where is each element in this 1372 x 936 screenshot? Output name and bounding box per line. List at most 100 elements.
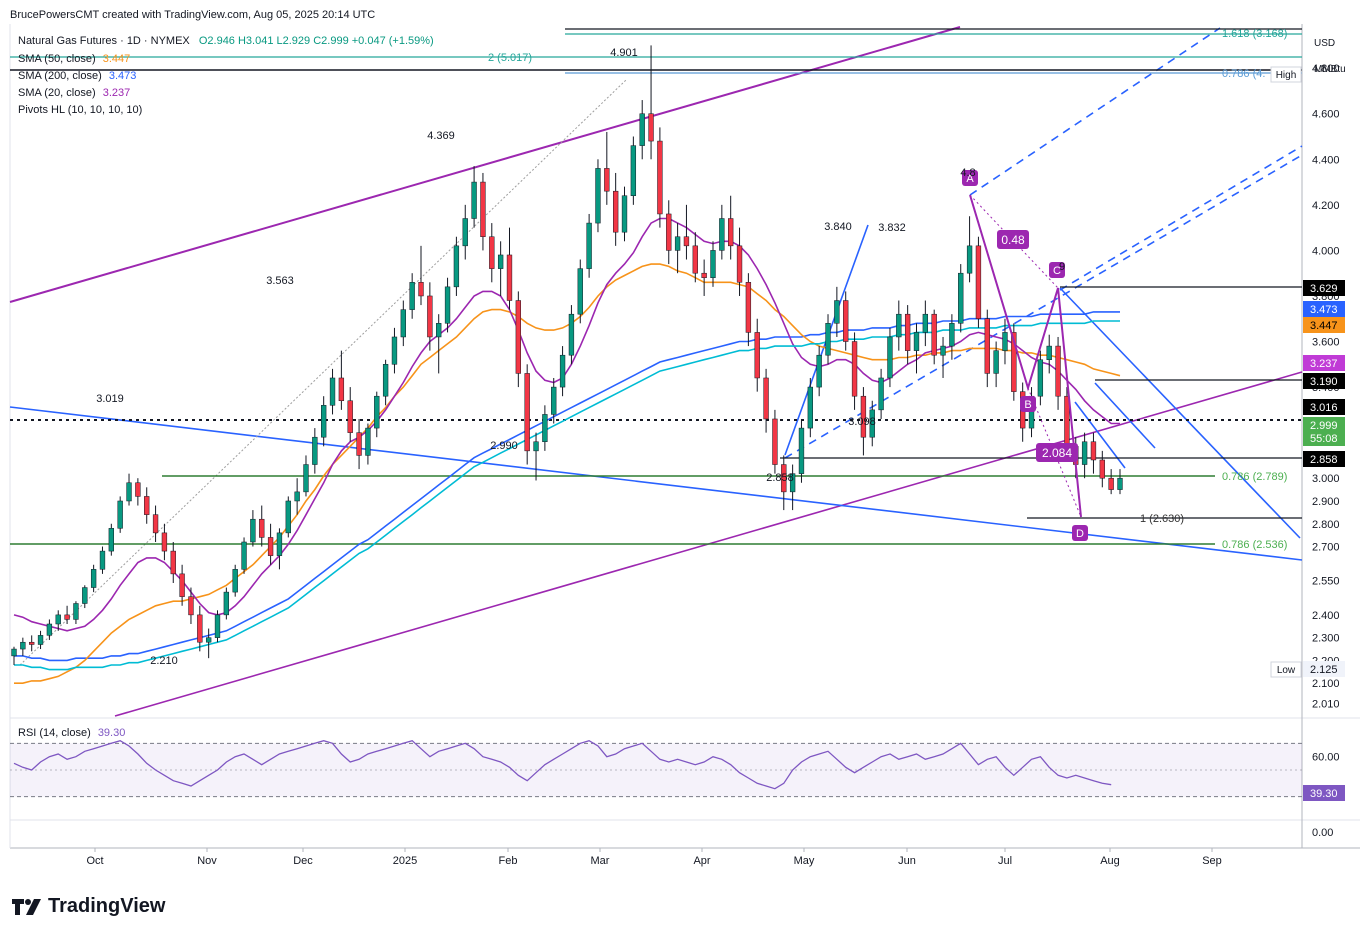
candle-body	[781, 464, 787, 493]
rsi-legend[interactable]: RSI (14, close) 39.30	[18, 727, 125, 739]
time-tick-label: Nov	[197, 855, 217, 867]
candle-body	[621, 195, 628, 233]
price-axis-tag-label: 3.016	[1310, 402, 1338, 414]
symbol-title[interactable]: Natural Gas Futures · 1D · NYMEX	[18, 35, 190, 47]
rsi-line	[13, 739, 1112, 790]
high-label: High	[1276, 70, 1297, 81]
legend-sma200[interactable]: SMA (200, close) 3.473	[18, 70, 136, 82]
candle-body	[949, 323, 955, 347]
legend-sma50[interactable]: SMA (50, close) 3.447	[18, 53, 130, 65]
candle-body	[1046, 345, 1052, 360]
candle-body	[46, 623, 53, 636]
candle-body	[798, 427, 805, 474]
candle-body	[347, 400, 353, 433]
candle-body	[701, 272, 707, 278]
candle-body	[436, 323, 442, 338]
tradingview-logo-icon	[12, 898, 41, 915]
price-axis-tag	[1303, 280, 1345, 296]
candle-body	[559, 354, 566, 388]
candle-body	[356, 432, 362, 456]
price-tick-label: 2.100	[1312, 678, 1340, 690]
candle-body	[90, 569, 97, 588]
candle-body	[639, 113, 645, 146]
candle-body	[851, 341, 858, 397]
candle-body	[745, 282, 752, 333]
harmonic-point-label: A	[966, 173, 974, 185]
candle-body	[657, 140, 663, 215]
candle-body	[250, 518, 256, 543]
candle-body	[825, 323, 831, 356]
rsi-tick-label: 0.00	[1312, 827, 1333, 839]
candle-body	[391, 336, 398, 365]
candle-body	[471, 181, 477, 219]
candle-body	[940, 345, 946, 356]
candle-body	[161, 532, 168, 552]
flag-upper-line	[1094, 382, 1156, 449]
fib-level-label: 1 (2.630)	[1140, 513, 1184, 525]
candle-body	[772, 418, 778, 465]
candle-body	[1055, 345, 1061, 397]
time-tick-label: Aug	[1100, 855, 1120, 867]
candle-body	[462, 218, 468, 247]
price-axis-tag	[1303, 399, 1345, 415]
price-unit-mmbtu: MMBtu	[1314, 64, 1346, 75]
price-tick-label: 2.700	[1312, 542, 1340, 554]
low-value-badge	[1303, 661, 1345, 677]
candle-body	[489, 236, 495, 269]
candle-body	[515, 300, 521, 374]
candle-body	[179, 573, 185, 597]
candle-body	[205, 637, 212, 643]
price-tick-label: 2.010	[1312, 699, 1340, 711]
candle-body	[878, 377, 884, 411]
candle-body	[577, 268, 583, 315]
fib-level-label: 0.786 (2.789)	[1222, 471, 1287, 483]
candle-body	[736, 245, 743, 283]
tradingview-logo[interactable]: TradingView	[12, 895, 165, 918]
candle-body	[400, 309, 406, 338]
wedge-upper-line	[1059, 287, 1301, 539]
candle-body	[613, 190, 619, 233]
candle-body	[285, 500, 291, 534]
sma200-label: SMA (200, close)	[18, 70, 102, 82]
rsi-label: RSI (14, close)	[18, 727, 91, 739]
time-tick-label: Dec	[293, 855, 313, 867]
price-tick-label: 2.800	[1312, 519, 1340, 531]
price-tick-label: 2.550	[1312, 576, 1340, 588]
price-axis-tag	[1303, 301, 1345, 317]
candle-body	[453, 245, 460, 288]
legend-pivots[interactable]: Pivots HL (10, 10, 10, 10)	[18, 104, 142, 116]
rsi-tick-label: 60.00	[1312, 752, 1340, 764]
harmonic-ratio-badge	[997, 230, 1029, 249]
pitchfork-lower-dashed	[784, 154, 1303, 459]
harmonic-point-badge	[1049, 262, 1065, 278]
candle-body	[64, 614, 70, 620]
time-tick-label: Jun	[898, 855, 916, 867]
price-tick-label: 4.200	[1312, 200, 1340, 212]
candle-body	[887, 336, 893, 379]
candle-body	[241, 541, 247, 570]
price-unit-usd: USD	[1314, 38, 1336, 49]
candle-body	[975, 245, 982, 319]
price-axis-tag-label: 3.473	[1310, 304, 1338, 316]
candle-body	[896, 313, 902, 338]
time-tick-label: Feb	[499, 855, 518, 867]
candle-body	[683, 236, 690, 247]
candle-body	[542, 414, 548, 443]
price-tick-label: 4.000	[1312, 245, 1340, 257]
pitchfork-mid-dashed	[1059, 145, 1303, 291]
candle-body	[692, 245, 698, 274]
candle-body	[604, 168, 610, 192]
high-badge	[1270, 66, 1302, 83]
price-annotation: 3.019	[96, 393, 124, 405]
time-tick-label: Sep	[1202, 855, 1222, 867]
candle-body	[409, 282, 415, 310]
time-tick-label: Oct	[86, 855, 103, 867]
low-value-label: 2.125	[1310, 664, 1338, 676]
price-axis-tag-label: 55:08	[1310, 433, 1338, 445]
candle-body	[860, 395, 867, 438]
legend-sma20[interactable]: SMA (20, close) 3.237	[18, 87, 130, 99]
price-axis-tag	[1303, 373, 1345, 389]
time-tick-label: May	[794, 855, 815, 867]
candle-body	[152, 514, 159, 534]
